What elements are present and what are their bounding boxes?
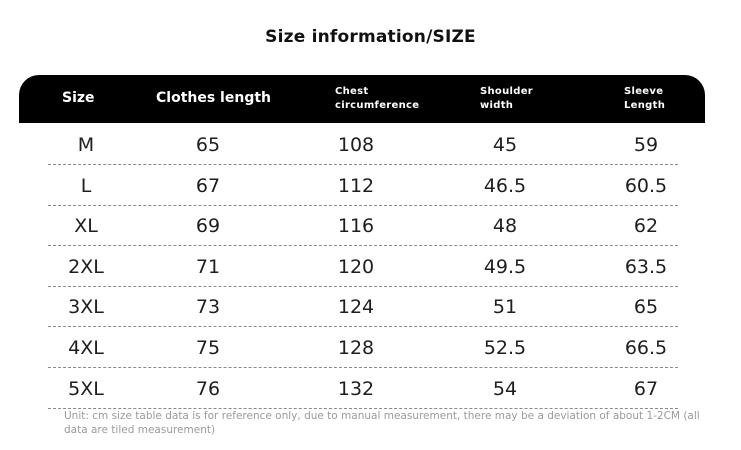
cell-shoulder: 46.5 [483,174,527,197]
cell-shoulder: 52.5 [483,337,527,359]
cell-shoulder: 48 [492,215,518,238]
cell-shoulder: 45 [492,134,518,156]
cell-shoulder: 54 [492,377,518,400]
cell-size: 3XL [68,296,104,319]
table-row: 5XL 76 132 54 67 [48,368,678,409]
cell-chest: 112 [337,174,375,197]
header-sleeve-line1: Sleeve [624,86,664,97]
header-shoulder-line1: Shoulder [480,86,534,97]
header-shoulder: Shoulder width [480,85,533,113]
page-title: Size information/SIZE [265,27,476,47]
cell-chest: 120 [337,255,375,278]
header-clothes-length: Clothes length [156,90,271,106]
cell-sleeve: 63.5 [624,255,668,278]
cell-sleeve: 65 [633,296,659,319]
cell-clothes-length: 71 [195,255,221,278]
header-sleeve: Sleeve Length [624,85,665,113]
header-chest-line2: circumference [335,100,420,111]
cell-clothes-length: 67 [195,174,221,197]
cell-size: M [77,134,95,156]
cell-sleeve: 67 [633,377,659,400]
table-row: XL 69 116 48 62 [48,205,678,247]
cell-chest: 132 [337,377,375,400]
header-chest-line1: Chest [335,86,369,97]
cell-chest: 116 [337,215,375,238]
cell-shoulder: 51 [492,296,518,319]
cell-clothes-length: 76 [195,377,221,400]
table-header: Size Clothes length Chest circumference … [19,75,705,123]
cell-size: L [80,174,92,197]
cell-clothes-length: 69 [195,215,221,238]
cell-clothes-length: 65 [195,134,221,156]
cell-shoulder: 49.5 [483,255,527,278]
header-shoulder-line2: width [480,100,514,111]
cell-clothes-length: 75 [195,337,221,359]
cell-sleeve: 66.5 [624,337,668,359]
cell-size: 5XL [68,377,104,400]
header-sleeve-line2: Length [624,100,666,111]
cell-sleeve: 60.5 [624,174,668,197]
table-row: L 67 112 46.5 60.5 [48,165,678,206]
header-size: Size [62,90,95,106]
cell-chest: 128 [337,337,375,359]
table-row: 4XL 75 128 52.5 66.5 [48,327,678,368]
cell-chest: 108 [337,134,375,156]
table-row: M 65 108 45 59 [48,124,678,165]
cell-size: 4XL [68,337,104,359]
cell-size: 2XL [68,255,104,278]
header-chest: Chest circumference [335,85,419,113]
cell-size: XL [74,215,98,238]
table-row: 2XL 71 120 49.5 63.5 [48,246,678,287]
cell-sleeve: 59 [633,134,659,156]
footnote: Unit: cm size table data is for referenc… [64,410,700,436]
cell-sleeve: 62 [633,215,659,238]
cell-chest: 124 [337,296,375,319]
table-row: 3XL 73 124 51 65 [48,286,678,328]
cell-clothes-length: 73 [195,296,221,319]
